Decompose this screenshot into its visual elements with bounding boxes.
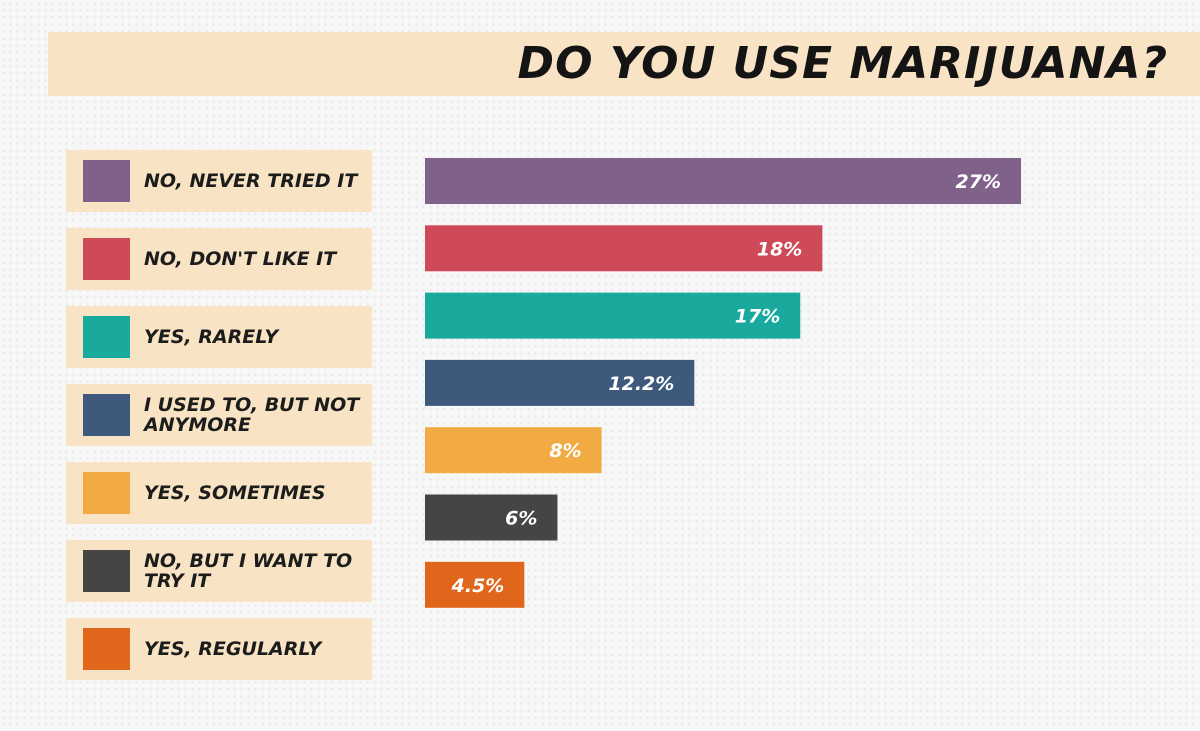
legend-label: I USED TO, BUT NOT ANYMORE: [144, 394, 360, 436]
legend-item: YES, SOMETIMES: [66, 462, 372, 524]
legend-swatch: [83, 550, 130, 592]
legend-label: YES, RARELY: [144, 326, 279, 348]
legend-label: YES, REGULARLY: [144, 638, 322, 660]
legend-item: YES, REGULARLY: [66, 618, 372, 680]
legend-item: NO, BUT I WANT TO TRY IT: [66, 540, 372, 602]
title-banner: DO YOU USE MARIJUANA?: [48, 32, 1200, 96]
bar-value-label: 6%: [505, 508, 537, 530]
bar: [425, 561, 525, 608]
legend-swatch: [83, 316, 130, 358]
legend-label: NO, BUT I WANT TO TRY IT: [144, 550, 353, 592]
legend-item: I USED TO, BUT NOT ANYMORE: [66, 384, 372, 446]
bar-value-label: 8%: [549, 440, 581, 462]
legend-swatch: [83, 160, 130, 202]
legend-item: NO, DON'T LIKE IT: [66, 228, 372, 290]
bar: [425, 359, 695, 406]
bar-value-label: 4.5%: [451, 575, 505, 597]
bar: [425, 292, 801, 339]
legend-swatch: [83, 394, 130, 436]
bar-value-label: 27%: [956, 171, 1001, 193]
bar-value-label: 18%: [757, 238, 802, 260]
bar: [425, 225, 823, 272]
legend-item: YES, RARELY: [66, 306, 372, 368]
legend-label: YES, SOMETIMES: [144, 482, 326, 504]
bar: [425, 158, 1021, 204]
legend-item: NO, NEVER TRIED IT: [66, 150, 372, 212]
legend-swatch: [83, 628, 130, 670]
legend-swatch: [83, 472, 130, 514]
legend-swatch: [83, 238, 130, 280]
chart-title: DO YOU USE MARIJUANA?: [517, 38, 1168, 89]
bar: [425, 427, 602, 474]
legend-label: NO, NEVER TRIED IT: [144, 170, 358, 192]
bar-value-label: 12.2%: [608, 373, 674, 395]
legend-label: NO, DON'T LIKE IT: [144, 248, 337, 270]
bar-value-label: 17%: [735, 306, 780, 328]
bar: [425, 494, 558, 541]
